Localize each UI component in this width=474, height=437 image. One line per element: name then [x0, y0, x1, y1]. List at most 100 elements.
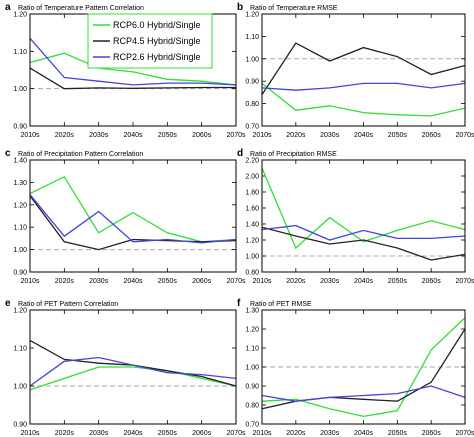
y-tick-label: 1.60: [245, 206, 259, 213]
panel-letter: a: [5, 2, 11, 13]
chart-panel-f: f Ratio of PET RMSE 0.70 0.80 0.90 1.00 1.10 1.…: [237, 298, 474, 437]
y-tick-label: 1.40: [13, 158, 27, 165]
series-line-2: [261, 385, 466, 402]
y-tick-label: 1.80: [245, 190, 259, 197]
y-tick-label: 1.00: [13, 384, 27, 391]
plot-frame: [261, 159, 466, 273]
x-tick-label: 2030s: [320, 278, 340, 285]
y-tick-label: 1.10: [13, 225, 27, 232]
series-line-1: [29, 195, 237, 251]
chart-panel-b: b Ratio of Temperature RMSE 0.70 0.80 0.90 1.…: [237, 2, 474, 139]
legend-label: RCP4.5 Hybrid/Single: [113, 36, 201, 46]
series-line-2: [261, 224, 466, 241]
x-tick-label: 2070s: [226, 132, 246, 139]
chart-panel-d: d Ratio of Precipitation RMSE 0.80 1.00 1.20…: [237, 148, 474, 285]
x-tick-label: 2060s: [192, 430, 212, 437]
x-tick-label: 2050s: [388, 430, 408, 437]
x-tick-label: 2050s: [158, 278, 178, 285]
panel-letter: e: [5, 298, 11, 309]
y-tick-label: 0.80: [245, 270, 259, 277]
x-tick-label: 2050s: [158, 132, 178, 139]
x-tick-label: 2020s: [55, 430, 75, 437]
y-tick-label: 0.90: [13, 124, 27, 131]
y-tick-label: 1.20: [13, 308, 27, 315]
y-tick-label: 1.20: [245, 12, 259, 19]
y-tick-label: 1.00: [245, 254, 259, 261]
panel-letter: d: [237, 148, 243, 159]
y-tick-label: 0.70: [245, 124, 259, 131]
panel-letter: f: [237, 298, 241, 309]
x-tick-label: 2030s: [89, 430, 109, 437]
panel-title: Ratio of PET RMSE: [250, 301, 312, 308]
x-tick-label: 2040s: [354, 278, 374, 285]
series-line-0: [29, 366, 237, 391]
series-line-2: [29, 37, 237, 86]
plot-frame: [29, 159, 237, 273]
y-tick-label: 1.10: [245, 34, 259, 41]
y-tick-label: 1.30: [245, 308, 259, 315]
panel-title: Ratio of Precipitation RMSE: [250, 151, 337, 158]
x-tick-label: 2050s: [388, 132, 408, 139]
y-tick-label: 0.80: [245, 403, 259, 410]
y-tick-label: 1.00: [13, 247, 27, 254]
y-tick-label: 1.20: [13, 202, 27, 209]
plot-frame: [261, 13, 466, 127]
x-tick-label: 2070s: [455, 278, 474, 285]
x-tick-label: 2040s: [354, 132, 374, 139]
y-tick-label: 0.70: [245, 422, 259, 429]
series-line-0: [29, 52, 237, 86]
y-tick-label: 1.00: [245, 56, 259, 63]
series-line-1: [29, 67, 236, 90]
series-line-2: [261, 82, 466, 91]
x-tick-label: 2050s: [158, 430, 178, 437]
x-tick-label: 2020s: [55, 132, 75, 139]
chart-panel-e: e Ratio of PET Pattern Correlation 0.90 1.0…: [5, 298, 246, 437]
plot-frame: [29, 309, 237, 425]
panel-title: Ratio of Precipitation Pattern Correlati…: [18, 151, 143, 158]
series-line-2: [29, 356, 237, 387]
y-tick-label: 1.20: [245, 327, 259, 334]
legend-label: RCP2.6 Hybrid/Single: [113, 52, 201, 62]
x-tick-label: 2050s: [388, 278, 408, 285]
y-tick-label: 0.80: [245, 101, 259, 108]
x-tick-label: 2070s: [455, 430, 474, 437]
x-tick-label: 2010s: [252, 132, 272, 139]
x-tick-label: 2020s: [286, 132, 306, 139]
y-tick-label: 1.00: [13, 86, 27, 93]
x-tick-label: 2040s: [354, 430, 374, 437]
x-tick-label: 2040s: [123, 278, 143, 285]
plot-frame: [261, 309, 466, 425]
panel-title: Ratio of Temperature Pattern Correlation: [18, 5, 144, 12]
series-line-0: [261, 82, 466, 117]
legend: RCP6.0 Hybrid/Single RCP4.5 Hybrid/Single…: [87, 13, 213, 69]
y-tick-label: 2.20: [245, 158, 259, 165]
y-tick-label: 0.90: [13, 422, 27, 429]
x-tick-label: 2040s: [123, 430, 143, 437]
y-tick-label: 1.40: [245, 222, 259, 229]
x-tick-label: 2060s: [192, 132, 212, 139]
y-tick-label: 1.10: [13, 49, 27, 56]
y-tick-label: 1.10: [245, 346, 259, 353]
x-tick-label: 2070s: [226, 278, 246, 285]
x-tick-label: 2010s: [20, 278, 40, 285]
y-tick-label: 1.20: [245, 238, 259, 245]
y-tick-label: 0.90: [13, 270, 27, 277]
x-tick-label: 2010s: [20, 430, 40, 437]
x-tick-label: 2030s: [89, 278, 109, 285]
x-tick-label: 2060s: [422, 430, 442, 437]
y-tick-label: 1.20: [13, 12, 27, 19]
series-line-0: [261, 167, 466, 250]
chart-panel-a: a Ratio of Temperature Pattern Correlatio…: [5, 2, 246, 139]
panel-letter: c: [5, 148, 11, 159]
x-tick-label: 2010s: [252, 430, 272, 437]
x-tick-label: 2040s: [123, 132, 143, 139]
series-line-1: [261, 226, 466, 261]
series-line-2: [29, 194, 237, 244]
x-tick-label: 2010s: [252, 278, 272, 285]
x-tick-label: 2070s: [455, 132, 474, 139]
x-tick-label: 2020s: [286, 278, 306, 285]
y-tick-label: 1.10: [13, 346, 27, 353]
panel-title: Ratio of PET Pattern Correlation: [18, 301, 118, 308]
x-tick-label: 2020s: [55, 278, 75, 285]
